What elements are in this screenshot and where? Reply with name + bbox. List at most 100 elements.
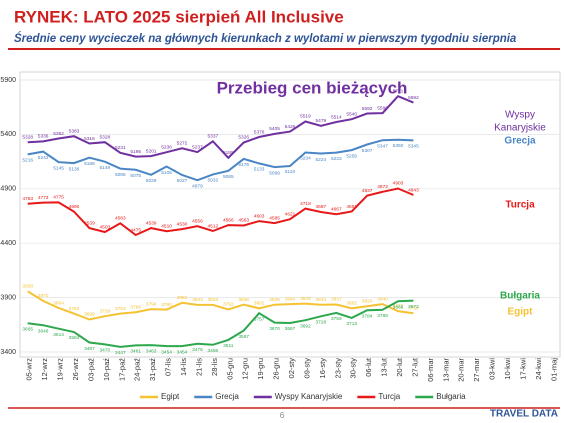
data-label: 3837 (331, 297, 342, 303)
data-label: 4837 (362, 188, 373, 194)
data-label: 5029 (146, 178, 157, 184)
data-label: 4843 (408, 187, 419, 193)
x-tick-label: 12-wrz (40, 358, 49, 381)
data-label: 5383 (69, 129, 80, 135)
data-label: 5426 (285, 124, 296, 130)
data-label: 4503 (100, 224, 111, 230)
data-label: 5479 (316, 118, 327, 124)
data-label: 4530 (177, 221, 188, 227)
data-label: 5236 (161, 145, 172, 151)
data-label: 5065 (223, 174, 234, 180)
data-label: 5216 (22, 158, 33, 164)
data-label: 4773 (38, 195, 49, 201)
data-label: 3756 (408, 306, 419, 312)
data-label: 3784 (362, 313, 373, 319)
data-label: 5099 (269, 170, 280, 176)
data-label: 3757 (254, 316, 265, 322)
data-label: 5145 (53, 165, 64, 171)
data-label: 3584 (69, 335, 80, 341)
legend-label: Turcja (378, 392, 400, 401)
x-tick-label: 24-paź (133, 358, 142, 381)
x-tick-label: 28-lis (210, 358, 219, 376)
data-label: 3665 (22, 326, 33, 332)
data-label: 5185 (223, 150, 234, 156)
data-label: 3852 (177, 295, 188, 301)
data-label: 3729 (100, 308, 111, 314)
data-label: 5376 (254, 129, 265, 135)
data-label: 4583 (115, 216, 126, 222)
series-annotation: Grecja (504, 136, 536, 147)
data-label: 3866 (393, 305, 404, 311)
x-tick-label: 10-kwi (503, 358, 512, 380)
data-label: 5540 (346, 111, 357, 117)
data-label: 4872 (377, 184, 388, 190)
data-label: 5233 (331, 156, 342, 162)
data-label: 5234 (300, 156, 311, 162)
data-label: 3476 (192, 347, 203, 353)
x-tick-label: 13-lut (380, 357, 389, 377)
data-label: 4763 (22, 196, 33, 202)
data-label: 5347 (377, 143, 388, 149)
x-tick-label: 16-sty (318, 358, 327, 379)
data-label: 5175 (238, 162, 249, 168)
data-label: 5519 (300, 114, 311, 120)
series-annotation: Kanaryjskie (494, 123, 546, 134)
data-label: 5328 (22, 134, 33, 140)
data-label: 3447 (115, 350, 126, 356)
y-tick-label: 4900 (0, 186, 16, 193)
x-tick-label: 23-sty (333, 358, 342, 379)
data-label: 3840 (285, 296, 296, 302)
data-label: 3776 (393, 303, 404, 309)
data-label: 5201 (146, 148, 157, 154)
data-label: 4566 (223, 217, 234, 223)
data-label: 3713 (346, 321, 357, 327)
x-tick-label: 20-lut (395, 357, 404, 377)
legend-label: Grecja (215, 392, 239, 401)
x-tick-label: 13-mar (441, 358, 450, 382)
data-label: 5256 (346, 153, 357, 159)
data-label: 4556 (192, 218, 203, 224)
data-label: 3466 (208, 348, 219, 354)
data-label: 3728 (316, 320, 327, 326)
series-line (27, 299, 414, 348)
data-label: 3820 (362, 299, 373, 305)
data-label: 4563 (238, 218, 249, 224)
data-label: 5362 (53, 131, 64, 137)
data-label: 5337 (208, 134, 219, 140)
data-label: 3802 (254, 301, 265, 307)
x-tick-label: 07-lis (164, 358, 173, 376)
data-label: 3597 (238, 334, 249, 340)
x-tick-label: 02-sty (287, 358, 296, 379)
data-label: 3870 (38, 293, 49, 299)
x-tick-label: 05-wrz (25, 358, 34, 381)
series-line (27, 290, 414, 321)
legend-label: Wyspy Kanaryjskie (275, 392, 343, 401)
data-label: 5149 (100, 165, 111, 171)
data-label: 5405 (269, 126, 280, 132)
data-label: 4621 (285, 211, 296, 217)
data-label: 4903 (393, 181, 404, 187)
data-label: 3461 (130, 349, 141, 355)
legend-label: Egipt (161, 392, 180, 401)
data-label: 5336 (38, 134, 49, 140)
data-label: 5350 (393, 143, 404, 149)
y-tick-label: 3900 (0, 294, 16, 301)
y-tick-label: 4400 (0, 240, 16, 247)
data-label: 3487 (84, 346, 95, 352)
data-label: 5592 (362, 106, 373, 112)
data-label: 4539 (84, 220, 95, 226)
x-tick-label: 17-paź (117, 358, 126, 381)
data-label: 3759 (331, 316, 342, 322)
data-label: 5086 (115, 172, 126, 178)
series-annotation: Wyspy (505, 110, 535, 121)
data-label: 3958 (22, 284, 33, 290)
x-tick-label: 03-paź (86, 358, 95, 381)
data-label: 5237 (192, 144, 203, 150)
x-tick-label: 19-gru (256, 358, 265, 380)
series-annotation: Egipt (508, 307, 534, 318)
title: RYNEK: LATO 2025 sierpień All Inclusive (14, 7, 344, 26)
data-label: 5316 (84, 136, 95, 142)
data-label: 4775 (53, 195, 64, 201)
chart-title: Przebieg cen bieżących (217, 78, 408, 97)
data-label: 5224 (316, 157, 327, 163)
